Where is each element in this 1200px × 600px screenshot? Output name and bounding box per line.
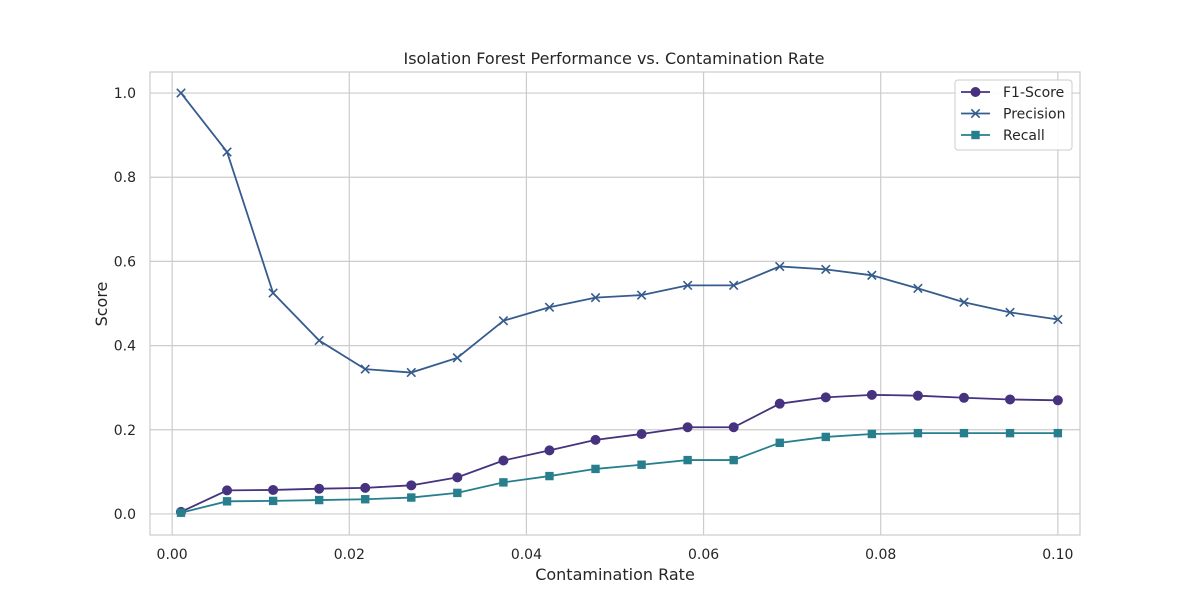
precision-point bbox=[176, 88, 186, 98]
recall-point bbox=[176, 508, 186, 517]
precision-point bbox=[268, 288, 278, 298]
recall-point bbox=[453, 488, 462, 498]
f1-score-point bbox=[774, 398, 785, 409]
precision-point bbox=[360, 364, 370, 374]
legend-label: F1-Score bbox=[1003, 85, 1064, 101]
precision-point bbox=[913, 283, 923, 294]
f1-score-point bbox=[636, 428, 647, 439]
f1-score-point bbox=[544, 445, 555, 456]
chart-title: Isolation Forest Performance vs. Contami… bbox=[403, 49, 824, 68]
y-tick-label: 0.2 bbox=[114, 423, 136, 439]
f1-score-point bbox=[590, 434, 601, 445]
recall-point bbox=[1005, 428, 1015, 438]
y-tick-label: 0.0 bbox=[114, 507, 136, 523]
y-tick-label: 0.8 bbox=[114, 170, 136, 186]
y-tick-label: 0.6 bbox=[114, 254, 136, 270]
precision-point bbox=[867, 270, 877, 281]
legend: F1-Score Precision Recall bbox=[954, 79, 1073, 151]
f1-score-line bbox=[180, 393, 1058, 513]
precision-point bbox=[774, 261, 785, 272]
legend-label: Precision bbox=[1003, 107, 1065, 123]
legend-item-precision: Precision bbox=[961, 107, 1065, 123]
precision-point bbox=[636, 290, 647, 300]
legend-item-recall: Recall bbox=[961, 128, 1045, 144]
f1-score-point bbox=[958, 392, 969, 403]
f1-score-point bbox=[820, 392, 831, 403]
legend-label: Recall bbox=[1003, 128, 1045, 144]
plot-frame bbox=[149, 71, 1081, 536]
precision-point bbox=[222, 147, 232, 157]
recall-line bbox=[180, 432, 1058, 514]
f1-score-point bbox=[222, 485, 233, 496]
x-axis: 0.00 0.02 0.04 0.06 0.08 0.10 bbox=[157, 547, 1074, 563]
y-axis: 0.0 0.2 0.4 0.6 0.8 1.0 bbox=[114, 86, 136, 523]
precision-point bbox=[314, 335, 324, 346]
precision-point bbox=[590, 292, 601, 303]
recall-point bbox=[407, 493, 416, 502]
x-tick-label: 0.00 bbox=[157, 547, 188, 563]
recall-point bbox=[591, 464, 600, 474]
series-f1-score bbox=[176, 389, 1063, 517]
recall-point bbox=[637, 460, 646, 469]
x-tick-label: 0.06 bbox=[688, 547, 719, 563]
legend-box bbox=[954, 79, 1073, 151]
precision-point bbox=[728, 280, 739, 291]
precision-point bbox=[406, 367, 417, 378]
f1-score-point bbox=[452, 472, 463, 483]
precision-point bbox=[821, 264, 831, 275]
recall-point bbox=[867, 429, 877, 439]
series-recall bbox=[176, 428, 1063, 517]
f1-score-point bbox=[728, 422, 739, 433]
legend-marker bbox=[970, 87, 981, 97]
y-tick-label: 1.0 bbox=[114, 86, 136, 102]
recall-point bbox=[913, 428, 923, 438]
precision-point bbox=[452, 353, 463, 363]
series-precision bbox=[176, 88, 1063, 378]
recall-point bbox=[499, 478, 508, 487]
precision-point bbox=[1005, 307, 1015, 318]
precision-point bbox=[682, 280, 693, 291]
f1-score-point bbox=[866, 389, 877, 400]
legend-marker bbox=[971, 130, 980, 140]
f1-score-point bbox=[406, 480, 417, 491]
precision-point bbox=[498, 315, 509, 326]
x-tick-label: 0.10 bbox=[1042, 547, 1073, 563]
precision-line bbox=[180, 92, 1058, 374]
y-tick-label: 0.4 bbox=[114, 339, 136, 355]
f1-score-point bbox=[682, 422, 693, 433]
recall-point bbox=[268, 496, 278, 506]
x-tick-label: 0.02 bbox=[334, 547, 365, 563]
f1-score-point bbox=[1052, 395, 1063, 406]
legend-item-f1-score: F1-Score bbox=[961, 85, 1064, 101]
recall-point bbox=[361, 495, 370, 504]
f1-score-point bbox=[912, 390, 923, 401]
f1-score-point bbox=[1005, 394, 1016, 405]
f1-score-point bbox=[314, 483, 325, 494]
recall-point bbox=[222, 497, 232, 506]
plot-area bbox=[150, 72, 1080, 535]
f1-score-point bbox=[360, 482, 371, 493]
f1-score-point bbox=[498, 455, 509, 466]
recall-point bbox=[775, 438, 784, 448]
recall-point bbox=[314, 495, 324, 505]
series-group bbox=[176, 88, 1063, 517]
x-tick-label: 0.04 bbox=[511, 547, 542, 563]
recall-point bbox=[821, 432, 830, 442]
x-tick-label: 0.08 bbox=[865, 547, 896, 563]
recall-point bbox=[683, 455, 692, 465]
recall-point bbox=[545, 471, 554, 481]
recall-point bbox=[1053, 428, 1063, 438]
recall-point bbox=[959, 428, 969, 438]
precision-point bbox=[544, 302, 555, 313]
f1-score-point bbox=[268, 484, 279, 495]
precision-point bbox=[959, 297, 969, 308]
x-axis-label: Contamination Rate bbox=[535, 565, 695, 584]
legend-marker bbox=[970, 108, 981, 119]
precision-point bbox=[1053, 314, 1063, 325]
recall-point bbox=[729, 455, 738, 465]
y-axis-label: Score bbox=[92, 282, 111, 327]
